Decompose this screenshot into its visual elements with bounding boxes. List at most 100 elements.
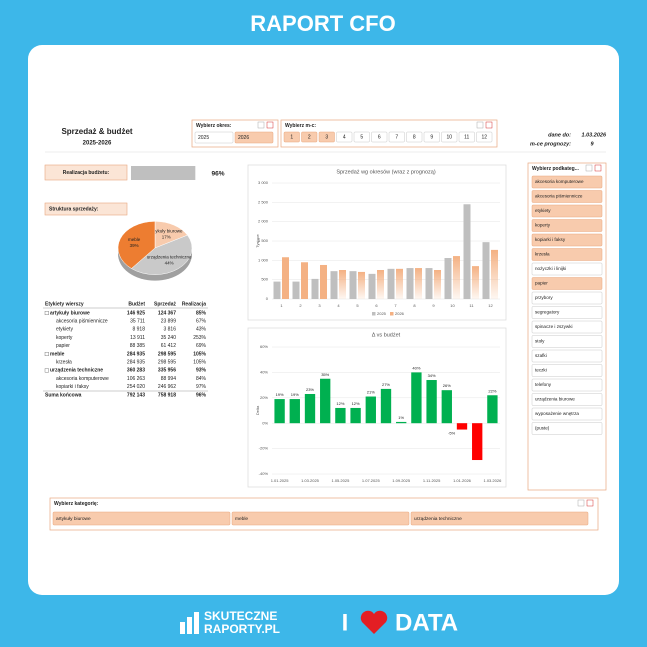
slicer-button-label: wyposażenie wnętrza bbox=[535, 411, 579, 416]
x-tick-label: 2 bbox=[299, 303, 302, 308]
bar bbox=[472, 423, 483, 461]
slicer-button[interactable] bbox=[531, 233, 603, 247]
slicer-button-label: koperty bbox=[535, 223, 551, 228]
data-label: 19% bbox=[291, 392, 299, 397]
bar bbox=[491, 249, 498, 299]
slicer-button[interactable] bbox=[531, 364, 603, 377]
bar bbox=[301, 262, 308, 299]
slicer-button[interactable] bbox=[283, 131, 300, 143]
slicer-button[interactable] bbox=[336, 131, 353, 143]
x-tick-label: 7 bbox=[394, 303, 397, 308]
table-cell: koperty bbox=[56, 335, 73, 341]
slicer-button[interactable] bbox=[531, 248, 603, 261]
budget-label-box bbox=[44, 164, 128, 181]
slicer-button[interactable] bbox=[458, 131, 475, 143]
table-cell: 298 595 bbox=[158, 360, 176, 366]
slicer-button[interactable] bbox=[318, 131, 335, 143]
slicer-button[interactable] bbox=[531, 219, 603, 232]
data-label: 27% bbox=[382, 382, 390, 387]
slicer-button[interactable] bbox=[531, 291, 603, 305]
slicer-button-label: urządzenia techniczne bbox=[414, 516, 462, 522]
bar bbox=[320, 264, 327, 299]
bar bbox=[396, 268, 403, 299]
table-cell: 84% bbox=[196, 376, 207, 382]
bar bbox=[349, 271, 357, 299]
year-slicer-title: Wybierz okres: bbox=[196, 123, 232, 129]
slicer-button[interactable] bbox=[476, 131, 493, 143]
slicer-button[interactable] bbox=[371, 131, 388, 143]
slicer-button[interactable] bbox=[531, 175, 603, 189]
slicer-button[interactable] bbox=[531, 393, 603, 406]
slicer-button[interactable] bbox=[441, 131, 458, 143]
slicer-button[interactable] bbox=[194, 131, 234, 144]
y-tick-label: 2 500 bbox=[258, 199, 269, 204]
slicer-button[interactable] bbox=[410, 511, 589, 526]
table-header: Realizacja bbox=[182, 301, 206, 307]
slicer-icon bbox=[266, 121, 274, 129]
slicer-button[interactable] bbox=[531, 320, 603, 334]
subcategory-slicer-title: Wybierz podkateg... bbox=[532, 166, 579, 172]
table-cell: akcesoria piśmiennicze bbox=[56, 319, 108, 325]
y-tick-label: 60% bbox=[260, 344, 268, 349]
slicer-button-label: etykiety bbox=[535, 208, 551, 213]
slicer-button-label: krzesła bbox=[535, 252, 550, 257]
pie-category-label: urządzenia techniczne bbox=[147, 255, 192, 260]
structure-label-box bbox=[44, 202, 128, 216]
slicer-button[interactable] bbox=[531, 378, 603, 392]
slicer-button[interactable] bbox=[301, 131, 318, 143]
table-cell: etykiety bbox=[56, 327, 73, 333]
slicer-button-label: spinacze i zszywki bbox=[535, 324, 573, 329]
table-cell: 88 385 bbox=[130, 343, 146, 349]
slicer-button[interactable] bbox=[531, 306, 603, 319]
slicer-button[interactable] bbox=[531, 262, 603, 276]
data-label: 40% bbox=[412, 365, 420, 370]
slicer-button[interactable] bbox=[531, 407, 603, 421]
x-tick-label: 1.01.2025 bbox=[271, 478, 290, 483]
slicer-button[interactable] bbox=[388, 131, 405, 143]
slicer-button[interactable] bbox=[234, 131, 274, 144]
table-cell: 284 935 bbox=[127, 360, 145, 366]
x-tick-label: 5 bbox=[356, 303, 359, 308]
slicer-button-label: 5 bbox=[360, 134, 363, 140]
table-cell: 298 595 bbox=[158, 351, 176, 357]
slicer-button-label: 7 bbox=[395, 134, 398, 140]
slicer-button[interactable] bbox=[353, 131, 370, 143]
table-cell: 3 816 bbox=[163, 327, 176, 333]
slicer-button[interactable] bbox=[231, 511, 410, 526]
slicer-button[interactable] bbox=[531, 204, 603, 218]
slicer-button[interactable] bbox=[531, 349, 603, 363]
table-cell: 106 263 bbox=[127, 376, 145, 382]
bar bbox=[335, 407, 346, 424]
slicer-button[interactable] bbox=[531, 277, 603, 290]
slicer-button-label: papier bbox=[535, 281, 548, 286]
table-cell: 335 956 bbox=[158, 368, 176, 374]
x-tick-label: 6 bbox=[375, 303, 378, 308]
slicer-button[interactable] bbox=[406, 131, 423, 143]
table-cell: 360 283 bbox=[127, 368, 145, 374]
bar bbox=[425, 268, 433, 299]
y-axis-label: Tysiące bbox=[255, 233, 260, 247]
legend-label: 2025 bbox=[377, 311, 387, 316]
table-cell: 35 240 bbox=[161, 335, 177, 341]
slicer-button[interactable] bbox=[531, 190, 603, 203]
report-title: Sprzedaż & budżet bbox=[61, 127, 132, 136]
y-tick-label: 500 bbox=[261, 277, 268, 282]
slicer-button[interactable] bbox=[52, 511, 231, 526]
slicer-button[interactable] bbox=[531, 335, 603, 348]
bar bbox=[358, 271, 365, 299]
table-cell: 35 711 bbox=[130, 319, 145, 325]
slicer-button-label: nożyczki i linijki bbox=[535, 266, 566, 271]
slicer-icon bbox=[577, 499, 585, 507]
legend-label: 2026 bbox=[395, 311, 405, 316]
slicer-button[interactable] bbox=[531, 422, 603, 435]
bar bbox=[339, 270, 346, 299]
pie-category-label: meble bbox=[128, 237, 141, 242]
table-cell: 96% bbox=[196, 392, 207, 398]
bar bbox=[441, 390, 452, 424]
data-label: 1% bbox=[398, 415, 404, 420]
bar bbox=[472, 266, 479, 299]
month-slicer-title: Wybierz m-c: bbox=[285, 123, 316, 129]
slicer-button[interactable] bbox=[423, 131, 440, 143]
forecast-months: 9 bbox=[590, 141, 594, 147]
